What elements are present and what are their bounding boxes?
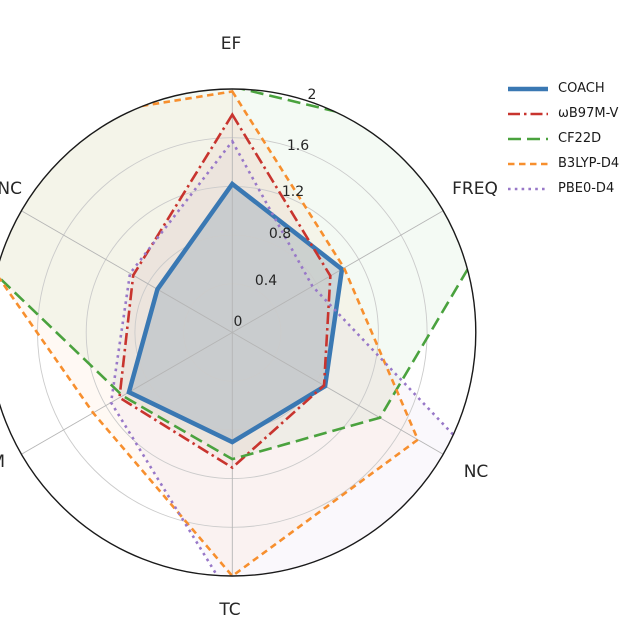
radial-tick-label: 0.8 [268,226,292,242]
axis-label-freq: FREQ [452,179,498,199]
legend-label: ωB97M-V [558,106,619,121]
legend-label: PBE0-D4 [558,181,615,196]
legend-label: CF22D [558,131,602,146]
legend-row: COACH [506,76,619,101]
axis-label-ef: EF [220,34,242,54]
legend-swatch-line [508,137,548,140]
legend-swatch-line [508,162,548,165]
legend-row: ωB97M-V [506,101,619,126]
radial-tick-label: 0 [233,314,243,330]
radial-tick-label: 2 [307,87,317,103]
legend-label: COACH [558,81,605,96]
legend-swatch-line [508,86,548,91]
radial-tick-label: 0.4 [254,273,278,289]
legend-row: PBE0-D4 [506,176,619,201]
legend: COACH ωB97M-V CF22D B3LYP-D4 PBE0-D4 [506,76,619,201]
axis-label-nc-upper-left-partial: NC [0,179,22,199]
radial-tick-label: 1.2 [281,184,305,200]
legend-swatch-line [508,187,548,190]
axis-label-m-partial: M [0,452,5,472]
legend-label: B3LYP-D4 [558,156,620,171]
legend-row: B3LYP-D4 [506,151,619,176]
radial-tick-label: 1.6 [286,138,310,154]
legend-row: CF22D [506,126,619,151]
axis-label-nc: NC [463,462,489,482]
legend-swatch-line [508,112,548,115]
axis-label-tc: TC [219,600,241,620]
